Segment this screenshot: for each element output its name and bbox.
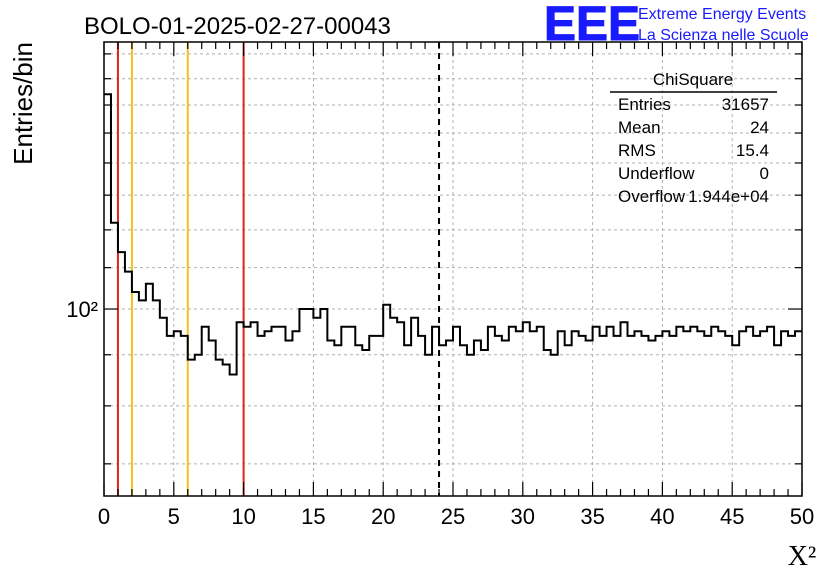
stats-value-mean: 24 <box>750 118 769 137</box>
chart-title: BOLO-01-2025-02-27-00043 <box>84 13 391 40</box>
stats-label-rms: RMS <box>618 141 656 160</box>
x-tick-label: 30 <box>511 504 535 529</box>
x-tick-label: 0 <box>98 504 110 529</box>
stats-value-entries: 31657 <box>722 95 769 114</box>
stats-label-mean: Mean <box>618 118 661 137</box>
x-tick-labels: 0 5 10 15 20 25 30 35 40 45 50 <box>98 504 814 529</box>
x-tick-label: 35 <box>580 504 604 529</box>
x-axis-title: X² <box>788 541 817 572</box>
x-tick-label: 45 <box>720 504 744 529</box>
stats-name: ChiSquare <box>653 70 733 89</box>
x-tick-label: 40 <box>650 504 674 529</box>
eee-logo: EEE Extreme Energy Events La Scienza nel… <box>544 0 809 52</box>
grid <box>103 42 803 496</box>
y-tick-label: 10² <box>66 297 98 322</box>
x-tick-label: 15 <box>301 504 325 529</box>
threshold-lines <box>116 42 441 496</box>
stats-value-underflow: 0 <box>760 164 769 183</box>
x-tick-label: 5 <box>168 504 180 529</box>
stats-label-underflow: Underflow <box>618 164 695 183</box>
y-axis-title: Entries/bin <box>8 42 38 165</box>
stats-value-overflow: 1.944e+04 <box>688 187 769 206</box>
x-tick-label: 20 <box>371 504 395 529</box>
histogram-line <box>104 93 802 376</box>
x-tick-label: 10 <box>231 504 255 529</box>
x-tick-label: 25 <box>441 504 465 529</box>
logo-line2: La Scienza nelle Scuole <box>638 27 809 44</box>
stats-label-entries: Entries <box>618 95 671 114</box>
logo-line1: Extreme Energy Events <box>638 6 806 23</box>
stats-label-overflow: Overflow <box>618 187 686 206</box>
histogram <box>104 93 802 376</box>
stats-box: ChiSquare Entries 31657 Mean 24 RMS 15.4… <box>610 70 777 206</box>
axes <box>103 41 803 497</box>
x-tick-label: 50 <box>790 504 814 529</box>
stats-value-rms: 15.4 <box>736 141 769 160</box>
